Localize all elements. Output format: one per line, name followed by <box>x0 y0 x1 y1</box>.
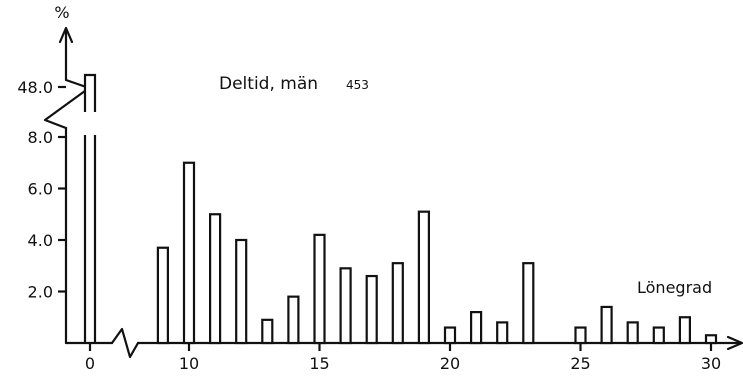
y-axis-title: % <box>54 3 69 22</box>
bar <box>652 326 665 345</box>
bar <box>287 295 300 345</box>
y-tick-label: 8.0 <box>28 128 53 147</box>
bar <box>209 213 222 345</box>
x-tick-label: 15 <box>309 354 329 373</box>
x-ticks: 0 10 15 20 25 30 <box>85 343 721 373</box>
chart-title: Deltid, män <box>219 74 318 94</box>
bar <box>391 262 404 345</box>
bar <box>365 274 378 345</box>
y-tick-label: 48.0 <box>17 78 53 97</box>
y-axis-arrow <box>58 26 74 44</box>
bar <box>600 305 613 345</box>
x-tick-label: 20 <box>440 354 460 373</box>
bar <box>313 233 326 345</box>
x-tick-label: 30 <box>701 354 721 373</box>
y-axis-break <box>43 78 91 130</box>
y-tick-label: 2.0 <box>28 283 53 302</box>
bar <box>470 311 483 345</box>
x-axis-title: Lönegrad <box>637 278 712 297</box>
bar <box>522 262 535 345</box>
sample-count: 453 <box>346 78 369 92</box>
bar <box>574 326 587 345</box>
bar <box>678 316 692 345</box>
x-axis-break <box>110 327 140 359</box>
bar <box>261 318 274 345</box>
bar-upper-segment <box>83 73 97 112</box>
bar <box>156 246 169 345</box>
bar-lower-segment <box>83 135 97 343</box>
bar <box>626 321 639 345</box>
x-tick-label: 25 <box>570 354 590 373</box>
x-tick-label: 10 <box>179 354 199 373</box>
bar <box>235 238 248 345</box>
y-tick-label: 6.0 <box>28 180 53 199</box>
bar <box>182 161 196 345</box>
bars <box>83 73 718 345</box>
bar <box>417 210 430 345</box>
bar <box>704 334 718 345</box>
y-ticks: 2.0 4.0 6.0 8.0 48.0 <box>17 78 66 302</box>
y-tick-label: 4.0 <box>28 231 53 250</box>
bar <box>443 326 457 345</box>
x-axis-arrow <box>726 335 743 351</box>
bar <box>339 267 352 345</box>
bar <box>496 321 509 345</box>
x-tick-label: 0 <box>85 354 95 373</box>
